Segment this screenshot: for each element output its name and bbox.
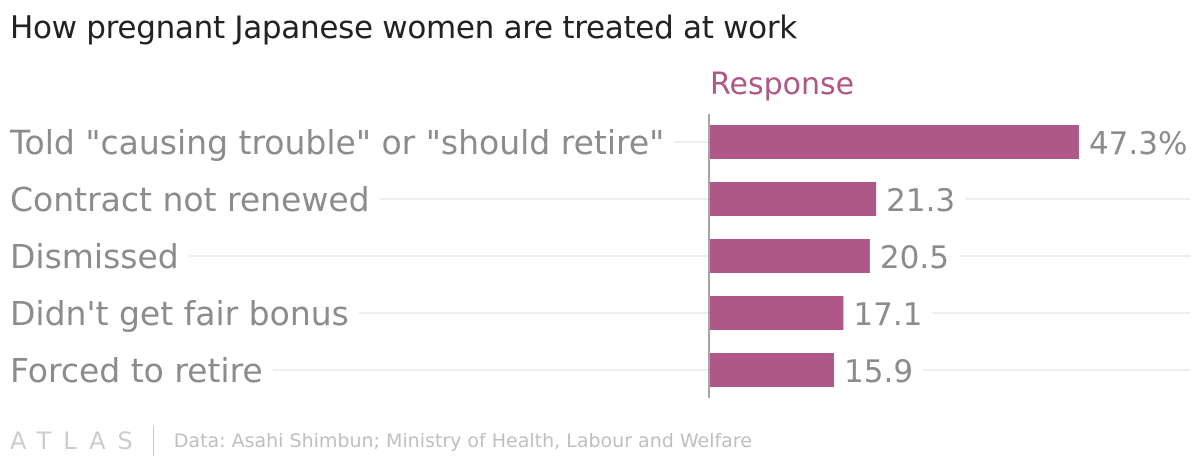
page-title: How pregnant Japanese women are treated … [10,10,797,46]
value-labels: 47.3% 21.3 20.5 17.1 15.9 [844,126,1187,390]
series-title: Response [710,67,854,102]
category-label: Told "causing trouble" or "should retire… [9,123,664,162]
value-label: 21.3 [886,183,955,219]
category-label: Contract not renewed [10,180,370,219]
gridlines [188,141,1190,371]
source-text: Data: Asahi Shimbun; Ministry of Health,… [173,430,752,452]
category-label: Didn't get fair bonus [10,294,349,333]
bar-chart: Response Told "causing trouble" or "shou… [9,67,1190,398]
category-label: Forced to retire [10,351,263,390]
value-label: 47.3% [1089,126,1187,162]
category-label: Dismissed [10,237,179,276]
bar [710,296,844,330]
footer-divider [152,426,154,456]
bar [710,239,870,273]
atlas-logo[interactable]: ATLAS [10,427,145,455]
bar [710,125,1079,159]
footer: ATLAS Data: Asahi Shimbun; Ministry of H… [10,424,752,458]
bars [710,125,1079,387]
category-labels: Told "causing trouble" or "should retire… [9,123,664,390]
value-label: 20.5 [880,240,949,276]
value-label: 17.1 [853,297,922,333]
bar [710,353,835,387]
bar [710,182,877,216]
value-label: 15.9 [844,354,913,390]
